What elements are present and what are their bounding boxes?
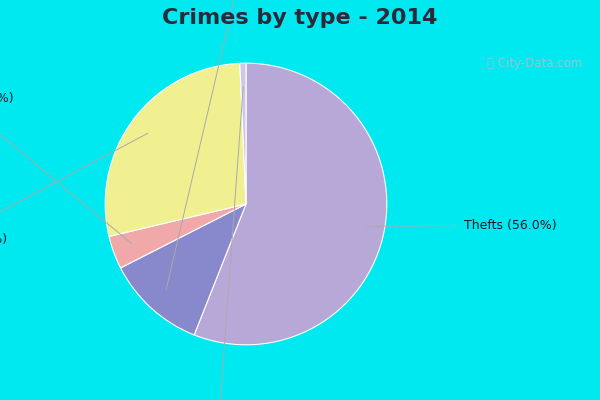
Wedge shape <box>194 63 387 345</box>
Text: Auto thefts (3.8%): Auto thefts (3.8%) <box>0 92 131 244</box>
Text: Assaults (11.5%): Assaults (11.5%) <box>166 0 292 290</box>
Wedge shape <box>105 63 246 236</box>
Text: Thefts (56.0%): Thefts (56.0%) <box>367 219 557 232</box>
Text: ⓘ City-Data.com: ⓘ City-Data.com <box>487 58 582 70</box>
Text: Crimes by type - 2014: Crimes by type - 2014 <box>163 8 437 28</box>
Wedge shape <box>121 204 246 335</box>
Wedge shape <box>109 204 246 268</box>
Wedge shape <box>240 63 246 204</box>
Text: Burglaries (28.0%): Burglaries (28.0%) <box>0 133 148 246</box>
Text: Robberies (0.5%): Robberies (0.5%) <box>164 87 272 400</box>
